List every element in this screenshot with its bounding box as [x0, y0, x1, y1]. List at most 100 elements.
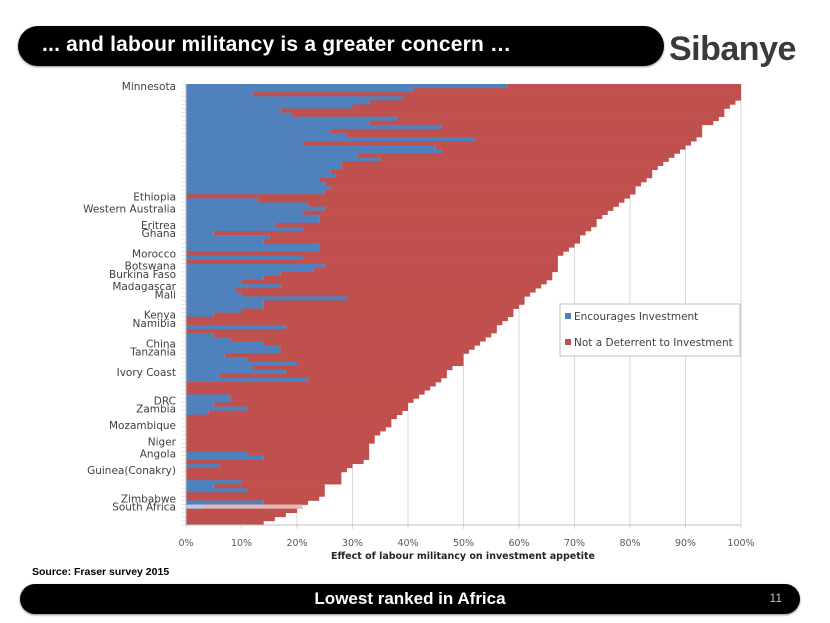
- footer-caption: Lowest ranked in Africa: [314, 589, 506, 608]
- bar-not-deterrent: [263, 275, 553, 281]
- bar-encourages: [186, 451, 248, 456]
- bar-encourages: [186, 255, 303, 260]
- bar-not-deterrent: [235, 288, 536, 293]
- bar-not-deterrent: [263, 300, 525, 305]
- bar-not-deterrent: [319, 243, 575, 248]
- bar-not-deterrent: [280, 345, 475, 350]
- bar-not-deterrent: [441, 149, 680, 154]
- bar-not-deterrent: [269, 235, 581, 240]
- bars: [186, 84, 741, 526]
- bar-not-deterrent: [280, 108, 725, 113]
- bar-encourages: [186, 177, 320, 183]
- legend-label-encourages: Encourages Investment: [574, 311, 698, 323]
- bar-encourages: [186, 308, 242, 313]
- bar-encourages: [186, 337, 231, 342]
- bar-not-deterrent: [291, 112, 725, 117]
- bar-not-deterrent: [263, 455, 370, 460]
- bar-encourages: [186, 455, 264, 460]
- bar-encourages: [186, 247, 320, 252]
- bar-not-deterrent: [285, 324, 497, 330]
- bar-encourages: [186, 353, 225, 358]
- slide-title: ... and labour militancy is a greater co…: [42, 33, 512, 56]
- bar-not-deterrent: [186, 435, 375, 440]
- bar-not-deterrent: [247, 357, 464, 362]
- bar-not-deterrent: [280, 271, 553, 277]
- bar-encourages: [186, 206, 325, 211]
- bar-not-deterrent: [380, 157, 669, 162]
- bar-not-deterrent: [186, 431, 381, 436]
- bar-not-deterrent: [186, 512, 286, 518]
- bar-encourages: [186, 239, 264, 244]
- y-label: Mozambique: [109, 420, 176, 432]
- bar-encourages: [186, 263, 325, 269]
- bar-not-deterrent: [330, 169, 653, 175]
- sibanye-logo: Sibanye: [669, 30, 796, 68]
- bar-not-deterrent: [186, 520, 264, 526]
- x-axis-ticks: 0% 10% 20% 30% 40% 50% 60% 70% 80% 90% 100%: [178, 538, 754, 549]
- bar-not-deterrent: [230, 398, 414, 403]
- y-label: Mali: [155, 289, 176, 301]
- bar-encourages: [186, 267, 314, 273]
- bar-not-deterrent: [341, 165, 658, 171]
- bar-not-deterrent: [213, 231, 586, 236]
- bar-not-deterrent: [208, 410, 403, 416]
- page-number: 11: [769, 591, 782, 605]
- bar-not-deterrent: [263, 239, 581, 244]
- bar-not-deterrent: [285, 369, 447, 375]
- bar-not-deterrent: [213, 484, 325, 489]
- bar-not-deterrent: [302, 141, 692, 146]
- bar-not-deterrent: [308, 378, 442, 383]
- y-label: Madagascar: [112, 281, 176, 293]
- bar-encourages: [186, 361, 297, 367]
- x-axis-title: Effect of labour militancy on investment…: [331, 551, 595, 562]
- bar-not-deterrent: [346, 133, 703, 138]
- bar-encourages: [186, 280, 242, 285]
- x-tick-label: 80%: [619, 538, 640, 549]
- legend-swatch-encourages: [565, 313, 571, 319]
- y-label: Angola: [140, 449, 176, 461]
- bar-not-deterrent: [324, 182, 642, 187]
- bar-not-deterrent: [324, 263, 558, 269]
- bar-encourages: [186, 398, 231, 403]
- y-label: Botswana: [125, 261, 176, 273]
- bar-encourages: [186, 169, 331, 175]
- bar-not-deterrent: [280, 284, 542, 289]
- bar-not-deterrent: [213, 312, 514, 318]
- bar-encourages: [186, 271, 281, 277]
- bar-not-deterrent: [507, 84, 741, 89]
- bar-encourages: [186, 137, 475, 142]
- bar-encourages: [186, 231, 214, 236]
- bar-encourages: [186, 406, 248, 411]
- bar-encourages: [186, 500, 264, 505]
- bar-not-deterrent: [369, 120, 714, 126]
- bar-not-deterrent: [186, 471, 342, 477]
- bar-encourages: [186, 210, 303, 215]
- bar-encourages: [186, 275, 264, 281]
- x-tick-label: 70%: [564, 538, 585, 549]
- bar-not-deterrent: [413, 88, 741, 93]
- bar-not-deterrent: [186, 390, 425, 395]
- bar-encourages: [186, 145, 436, 150]
- bar-encourages: [186, 378, 309, 383]
- y-label: Ethiopia: [133, 191, 176, 203]
- bar-encourages: [186, 304, 264, 309]
- bar-encourages: [186, 504, 203, 509]
- bar-not-deterrent: [230, 394, 420, 399]
- bar-encourages: [186, 288, 236, 293]
- bar-not-deterrent: [435, 145, 686, 150]
- bar-not-deterrent: [186, 320, 503, 326]
- bar-not-deterrent: [335, 173, 653, 179]
- bar-not-deterrent: [213, 402, 408, 407]
- bar-not-deterrent: [297, 361, 464, 367]
- y-label: China: [146, 338, 176, 350]
- bar-encourages: [186, 214, 320, 220]
- y-label: Eritrea: [141, 220, 176, 232]
- bar-not-deterrent: [330, 128, 703, 134]
- x-tick-label: 40%: [397, 538, 418, 549]
- y-label: Niger: [148, 436, 177, 448]
- bar-not-deterrent: [302, 226, 592, 232]
- x-tick-label: 90%: [675, 538, 696, 549]
- bar-not-deterrent: [186, 508, 297, 514]
- bar-not-deterrent: [186, 382, 436, 387]
- bar-encourages: [186, 369, 286, 375]
